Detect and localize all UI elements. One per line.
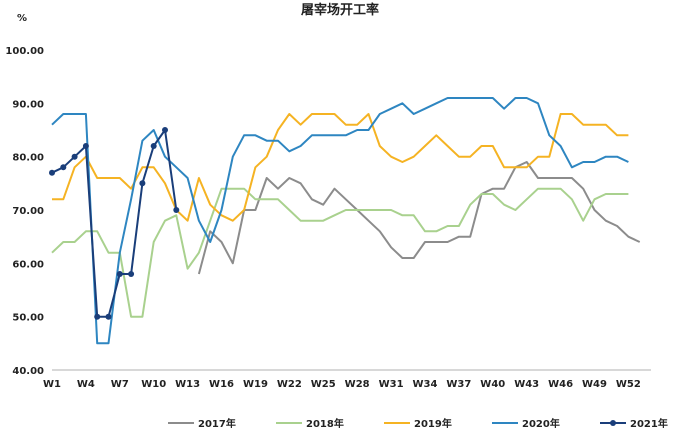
data-point (82, 143, 89, 149)
series-line (197, 161, 641, 275)
y-axis-unit: % (17, 13, 27, 24)
x-tick-label: W13 (175, 379, 200, 390)
data-point (71, 153, 78, 160)
series-line (52, 113, 629, 222)
data-point (173, 207, 180, 213)
x-tick-label: W49 (582, 379, 607, 390)
x-tick-label: W10 (141, 379, 166, 390)
series-lines (49, 97, 641, 345)
legend-item: 2017年 (168, 417, 236, 430)
x-tick-label: W34 (412, 379, 437, 390)
data-point (105, 313, 112, 320)
x-tick-label: W16 (209, 379, 234, 390)
series-2020年 (51, 97, 629, 345)
data-point (139, 180, 146, 187)
chart-title: 屠宰场开工率 (301, 2, 379, 18)
y-tick-label: 50.00 (12, 313, 44, 324)
data-point (94, 313, 101, 320)
legend-marker (610, 420, 616, 426)
y-tick-label: 100.00 (5, 46, 44, 57)
x-tick-label: W43 (514, 379, 539, 390)
x-tick-label: W4 (77, 379, 95, 390)
legend-label: 2019年 (414, 417, 452, 430)
legend-label: 2018年 (306, 417, 344, 430)
y-tick-label: 60.00 (12, 259, 44, 270)
y-tick-label: 70.00 (12, 206, 44, 217)
series-2018年 (51, 187, 629, 318)
legend-item: 2020年 (492, 417, 560, 430)
x-tick-label: W1 (43, 379, 61, 390)
legend-item: 2018年 (276, 417, 344, 430)
data-point (150, 143, 157, 149)
data-point (60, 164, 67, 171)
series-2017年 (197, 161, 641, 275)
legend-item: 2019年 (384, 417, 452, 430)
series-line (51, 187, 629, 318)
legend-label: 2017年 (198, 417, 236, 430)
x-tick-label: W28 (345, 379, 370, 390)
x-tick-label: W37 (446, 379, 471, 390)
data-point (162, 127, 168, 133)
series-2021年 (49, 127, 180, 320)
series-line (51, 97, 629, 345)
x-tick-label: W22 (277, 379, 302, 390)
x-axis-ticks: W1 W4 W7 W10 W13 W16 W19 W22 W25 W28 W31 W34 W37 W40 W… (43, 379, 641, 390)
data-point (49, 169, 55, 176)
series-line (51, 129, 178, 318)
y-axis-ticks: 100.00 90.00 80.00 70.00 60.00 50.00 40.00 (5, 46, 44, 377)
data-point (128, 271, 135, 277)
x-tick-label: W31 (379, 379, 404, 390)
legend-label: 2020年 (522, 417, 560, 430)
y-tick-label: 40.00 (12, 366, 44, 377)
legend: 2017年 2018年 2019年 2020年 2021年 (168, 417, 668, 430)
x-tick-label: W46 (548, 379, 573, 390)
series-2019年 (52, 113, 629, 222)
legend-label: 2021年 (630, 417, 668, 430)
x-tick-label: W52 (616, 379, 641, 390)
x-tick-label: W19 (243, 379, 268, 390)
y-tick-label: 90.00 (12, 99, 44, 110)
x-tick-label: W7 (111, 379, 129, 390)
data-point (116, 271, 123, 277)
x-tick-label: W40 (480, 379, 505, 390)
x-tick-label: W25 (311, 379, 336, 390)
y-tick-label: 80.00 (12, 153, 44, 164)
legend-item: 2021年 (600, 417, 668, 430)
